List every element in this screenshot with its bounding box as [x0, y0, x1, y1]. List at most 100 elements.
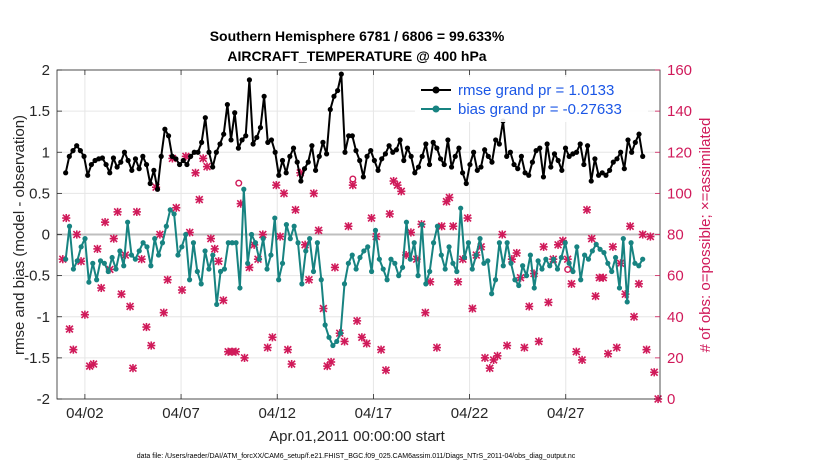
rmse-point: [364, 153, 370, 159]
bias-point: [326, 334, 332, 340]
bias-point: [527, 252, 533, 258]
bias-point: [318, 277, 324, 283]
bias-point: [578, 277, 584, 283]
obs-assimilated-marker: [582, 205, 591, 214]
bias-point: [520, 263, 526, 269]
obs-assimilated-marker: [520, 343, 529, 352]
rmse-point: [441, 161, 447, 168]
bias-point: [179, 244, 185, 250]
rmse-point: [386, 143, 392, 149]
bias-point: [334, 338, 340, 345]
rmse-point: [437, 156, 444, 162]
obs-assimilated-marker: [445, 193, 454, 202]
y-left-tick-label: 0.5: [29, 185, 50, 202]
bias-point: [492, 277, 499, 283]
bias-point: [121, 263, 127, 269]
obs-assimilated-marker: [330, 263, 340, 272]
bias-point: [365, 244, 371, 250]
bias-point: [140, 240, 146, 246]
rmse-point: [368, 148, 374, 154]
rmse-point: [162, 126, 168, 132]
obs-assimilated-marker: [650, 368, 659, 377]
bias-point: [574, 244, 580, 250]
bias-point: [531, 285, 537, 291]
rmse-point: [566, 153, 572, 159]
obs-assimilated-marker: [72, 230, 81, 239]
rmse-point: [632, 139, 638, 145]
bias-point: [609, 268, 615, 275]
rmse-point: [430, 139, 436, 145]
bias-point: [217, 268, 224, 275]
legend-bias-label: bias grand pr = -0.27633: [458, 101, 622, 118]
rmse-point: [599, 170, 605, 176]
bias-point: [109, 254, 115, 261]
bias-point: [461, 254, 468, 261]
obs-assimilated-marker: [449, 222, 458, 231]
bias-point: [190, 240, 197, 246]
obs-assimilated-marker: [117, 290, 126, 299]
obs-assimilated-marker: [603, 349, 613, 358]
rmse-point: [99, 155, 106, 161]
bias-point: [442, 266, 448, 272]
rmse-point: [467, 161, 473, 168]
bias-point: [597, 246, 603, 252]
bias-point: [376, 256, 382, 262]
bias-point: [504, 240, 510, 246]
obs-assimilated-marker: [442, 197, 451, 206]
bias-point: [454, 268, 460, 275]
rmse-point: [360, 174, 366, 180]
bias-point: [78, 244, 84, 250]
rmse-point: [504, 153, 510, 159]
bias-point: [438, 252, 444, 258]
obs-possible-marker: [349, 175, 357, 183]
chart-title-line-1: Southern Hemisphere 6781 / 6806 = 99.633…: [210, 28, 505, 44]
bias-point: [186, 277, 193, 283]
bias-point: [276, 277, 282, 283]
bias-point: [489, 291, 495, 297]
obs-assimilated-marker: [534, 337, 543, 346]
y-axis-right-ticks: 160 140 120 100 80 60 40 20 0: [655, 62, 692, 408]
rmse-point: [279, 157, 286, 164]
rmse-point: [636, 131, 642, 137]
y-left-tick-label: 0: [42, 227, 50, 244]
obs-assimilated-marker: [65, 325, 74, 334]
y-right-tick-label: 120: [667, 144, 692, 161]
obs-assimilated-marker: [377, 345, 386, 354]
bias-point: [299, 281, 305, 287]
rmse-point: [382, 151, 389, 157]
rmse-point: [316, 153, 322, 159]
rmse-point: [331, 93, 337, 99]
x-tick-label: 04/02: [66, 405, 104, 422]
x-tick-label: 04/17: [355, 405, 393, 422]
bias-point: [372, 227, 379, 233]
rmse-point: [342, 149, 348, 155]
chart-title-line-2: AIRCRAFT_TEMPERATURE @ 400 hPa: [227, 48, 486, 64]
bias-point: [295, 240, 301, 246]
bias-point: [485, 258, 491, 264]
bias-point: [330, 342, 336, 349]
rmse-point: [294, 159, 300, 165]
rmse-point: [522, 170, 528, 176]
bias-point: [392, 260, 398, 266]
obs-assimilated-marker: [109, 234, 118, 243]
rmse-point: [246, 77, 253, 83]
bias-point: [419, 222, 425, 228]
rmse-point: [312, 167, 319, 173]
bias-point: [310, 268, 317, 275]
y-left-tick-label: 1.5: [29, 103, 50, 120]
rmse-point: [577, 141, 583, 147]
rmse-point: [349, 133, 355, 139]
bias-point: [117, 248, 123, 254]
bias-point: [368, 268, 375, 275]
bias-point: [523, 273, 530, 279]
obs-assimilated-marker: [646, 232, 655, 241]
bias-point: [481, 260, 487, 266]
rmse-point: [301, 166, 308, 172]
rmse-point: [118, 159, 124, 165]
bias-point: [396, 273, 402, 279]
rmse-point: [518, 153, 525, 159]
obs-assimilated-marker: [101, 218, 110, 227]
legend-rmse-label: rmse grand pr = 1.0133: [458, 82, 614, 99]
bias-point: [206, 266, 212, 272]
bias-point: [94, 277, 100, 283]
